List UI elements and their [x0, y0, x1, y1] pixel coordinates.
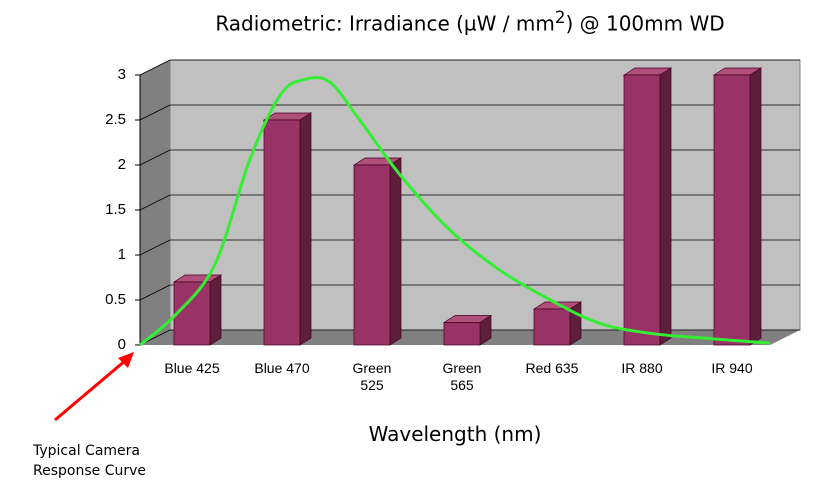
x-tick-label: Red 635	[525, 360, 579, 376]
grid-line	[139, 239, 171, 256]
title-sup: 2	[554, 8, 566, 27]
response-curve	[139, 76, 771, 347]
x-tick-label: Green 565	[442, 360, 482, 393]
x-tick-label: Blue 470	[254, 360, 310, 376]
bar	[713, 74, 751, 346]
grid-line	[139, 104, 171, 121]
x-tick-label: Blue 425	[164, 360, 220, 376]
y-tick-label: 2.5	[105, 111, 126, 128]
y-tick-label: 1	[118, 246, 126, 263]
bar-side	[569, 301, 582, 346]
y-tick-label: 0	[118, 336, 126, 353]
chart-title: Radiometric: Irradiance (µW / mm2) @ 100…	[0, 8, 825, 36]
grid-line	[139, 59, 171, 76]
bar	[263, 119, 301, 346]
bar	[533, 308, 571, 346]
bar-side	[209, 274, 222, 346]
bar-side	[749, 67, 762, 346]
x-axis-label: Wavelength (nm)	[368, 422, 542, 446]
title-text: ) @ 100mm WD	[565, 11, 725, 36]
x-tick-label: IR 880	[621, 360, 663, 376]
annotation: Typical Camera Response Curve	[33, 443, 146, 479]
title-text: Radiometric: Irradiance (µW / mm	[215, 11, 555, 36]
y-tick-label: 2	[118, 156, 126, 173]
bar-side	[659, 67, 672, 346]
grid-line	[139, 194, 171, 211]
x-tick-label: Green 525	[352, 360, 392, 393]
arrow	[54, 358, 127, 422]
grid-line	[139, 284, 171, 301]
bar	[443, 322, 481, 346]
y-tick-label: 0.5	[105, 291, 126, 308]
y-tick-label: 3	[118, 66, 126, 83]
bar-side	[389, 157, 402, 346]
bar	[353, 164, 391, 346]
bar	[173, 281, 211, 346]
x-tick-label: IR 940	[711, 360, 753, 376]
bar	[623, 74, 661, 346]
arrow-head	[118, 352, 134, 368]
bar-side	[299, 112, 312, 346]
grid-line	[139, 149, 171, 166]
y-tick-label: 1.5	[105, 201, 126, 218]
